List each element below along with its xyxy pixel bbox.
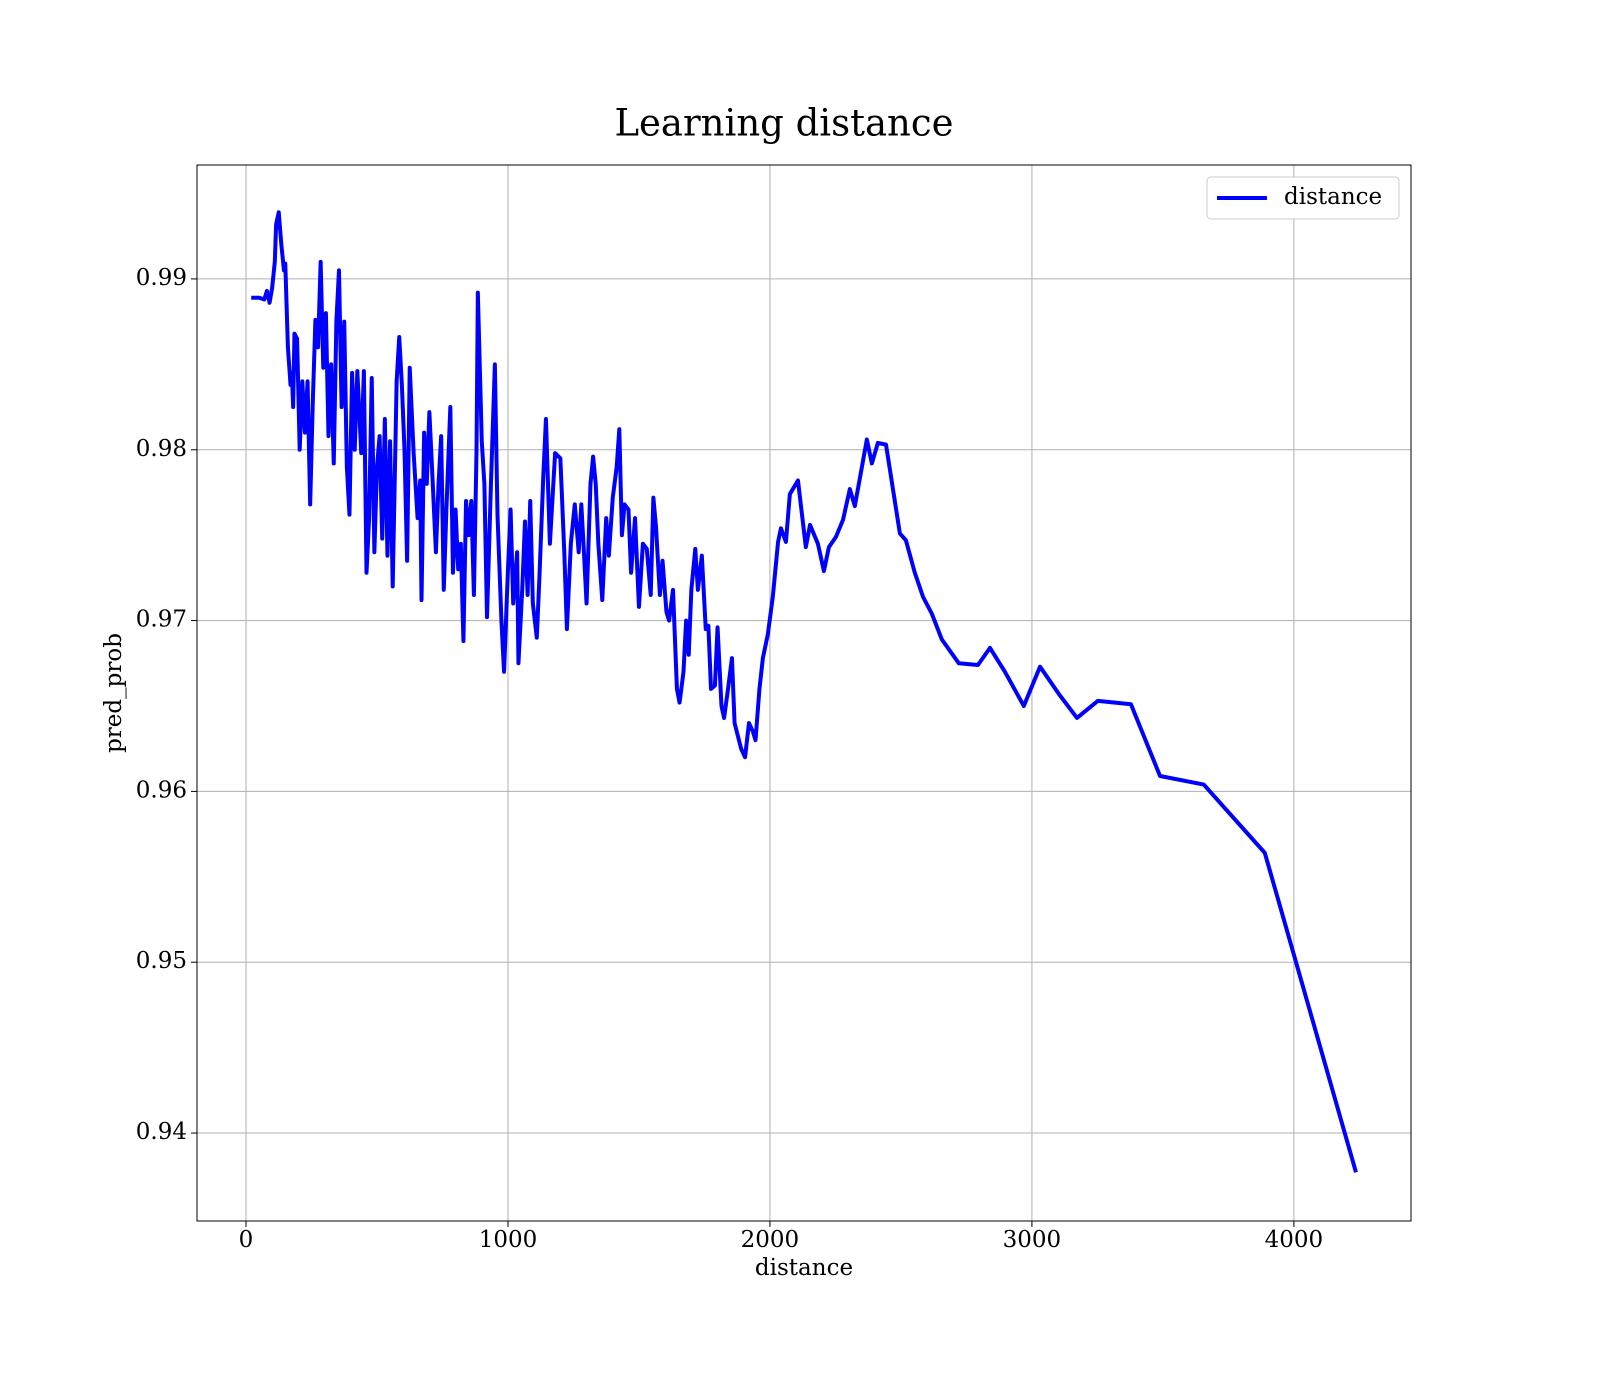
plot-frame <box>196 164 1412 1222</box>
x-tick-label: 1000 <box>479 1227 538 1253</box>
y-axis-label: pred_prob <box>101 633 127 753</box>
x-tick-label: 0 <box>239 1227 254 1253</box>
legend-box <box>1206 176 1400 220</box>
legend: distance <box>1206 176 1400 220</box>
y-tick-label: 0.99 <box>136 265 187 291</box>
y-tick-label: 0.97 <box>136 607 187 633</box>
x-tick-label: 4000 <box>1265 1227 1324 1253</box>
x-axis-label: distance <box>755 1255 853 1281</box>
y-tick-label: 0.95 <box>136 948 187 974</box>
legend-label: distance <box>1284 184 1382 210</box>
x-tick-label: 2000 <box>741 1227 800 1253</box>
x-tick-label: 3000 <box>1003 1227 1062 1253</box>
chart-title: Learning distance <box>614 102 953 145</box>
y-tick-label: 0.98 <box>136 436 187 462</box>
y-tick-label: 0.96 <box>136 777 187 803</box>
data-line <box>251 210 1358 1173</box>
y-tick-label: 0.94 <box>136 1119 187 1145</box>
